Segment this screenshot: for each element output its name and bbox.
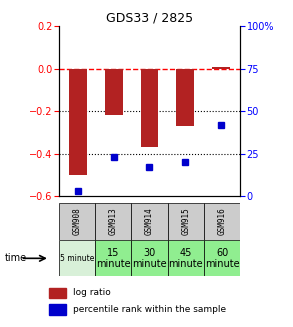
Title: GDS33 / 2825: GDS33 / 2825 <box>106 12 193 25</box>
Bar <box>141 69 158 147</box>
FancyBboxPatch shape <box>59 203 95 240</box>
Text: GSM913: GSM913 <box>109 208 117 235</box>
FancyBboxPatch shape <box>95 240 131 276</box>
Bar <box>49 288 66 298</box>
Bar <box>49 304 66 315</box>
Text: GSM916: GSM916 <box>218 208 226 235</box>
FancyBboxPatch shape <box>59 240 95 276</box>
FancyBboxPatch shape <box>204 203 240 240</box>
FancyBboxPatch shape <box>131 240 168 276</box>
Text: GSM915: GSM915 <box>181 208 190 235</box>
Text: percentile rank within the sample: percentile rank within the sample <box>73 305 226 314</box>
Bar <box>176 69 194 126</box>
Text: 5 minute: 5 minute <box>59 254 94 263</box>
Bar <box>212 66 230 69</box>
Text: log ratio: log ratio <box>73 288 110 298</box>
FancyBboxPatch shape <box>204 240 240 276</box>
Text: 60
minute: 60 minute <box>205 248 239 269</box>
Text: GSM914: GSM914 <box>145 208 154 235</box>
FancyBboxPatch shape <box>95 203 131 240</box>
Text: GSM908: GSM908 <box>72 208 81 235</box>
Text: 15
minute: 15 minute <box>96 248 130 269</box>
Bar <box>69 69 87 175</box>
FancyBboxPatch shape <box>131 203 168 240</box>
Text: 30
minute: 30 minute <box>132 248 167 269</box>
FancyBboxPatch shape <box>168 240 204 276</box>
FancyBboxPatch shape <box>168 203 204 240</box>
Bar <box>105 69 123 115</box>
Text: time: time <box>4 253 27 263</box>
Text: 45
minute: 45 minute <box>168 248 203 269</box>
